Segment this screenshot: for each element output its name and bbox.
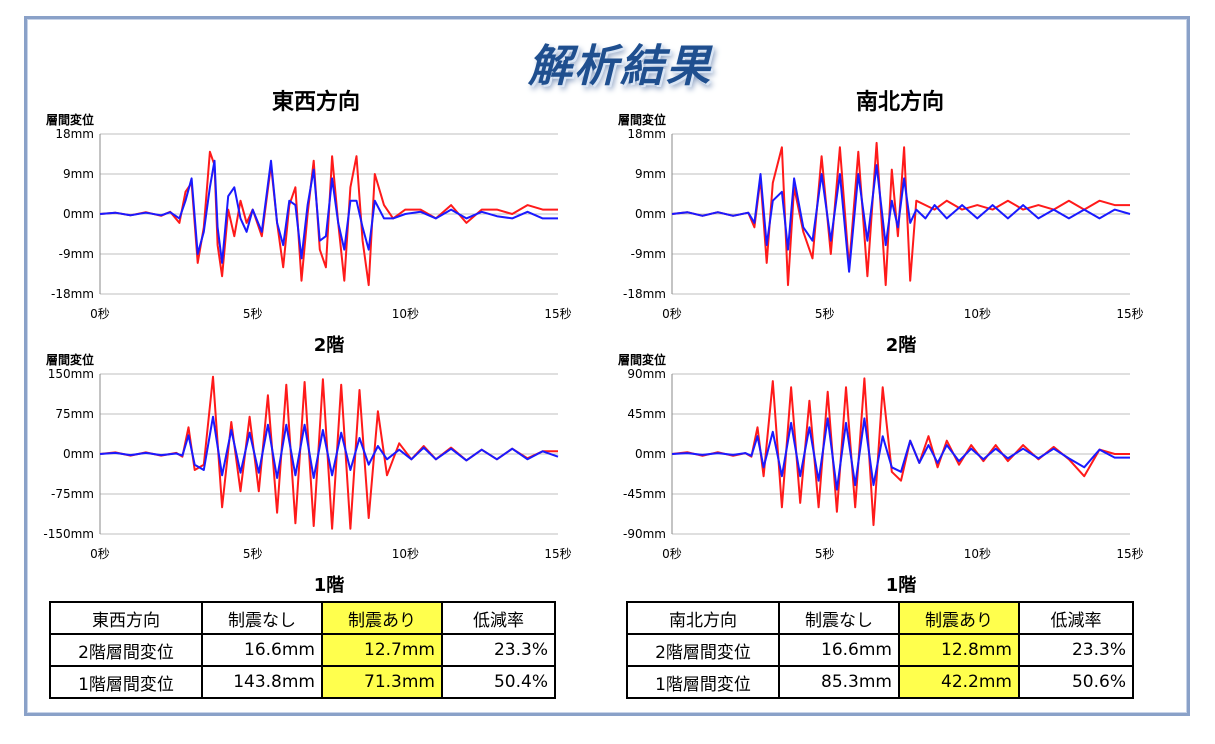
table-cell: 16.6mm (778, 633, 900, 667)
table-cell: 50.4% (441, 665, 556, 699)
table-cell: 1階層間変位 (626, 665, 780, 699)
x-tick-label: 5秒 (243, 547, 263, 561)
ns-2f-title: 2階 (885, 335, 917, 356)
y-tick-label: 0mm (635, 207, 666, 221)
table-cell: 23.3% (1018, 633, 1134, 667)
y-tick-label: -18mm (623, 287, 666, 301)
x-tick-label: 0秒 (662, 547, 682, 561)
y-axis-label: 層間変位 (46, 352, 94, 367)
series-line-red (671, 377, 1130, 527)
x-tick-label: 5秒 (815, 547, 835, 561)
table-row: 2階層間変位 16.6mm 12.8mm 23.3% (626, 633, 1134, 667)
table-cell: 85.3mm (778, 665, 900, 699)
table-cell: 16.6mm (201, 633, 323, 667)
ew-direction-title: 東西方向 (271, 90, 360, 115)
x-tick-label: 10秒 (392, 547, 419, 561)
ew-2f-title: 2階 (313, 335, 345, 356)
ns-direction-title: 南北方向 (855, 90, 944, 115)
x-tick-label: 5秒 (243, 307, 263, 321)
table-header-cell: 低減率 (1018, 601, 1134, 635)
y-tick-label: 0mm (63, 207, 94, 221)
ew-1f-title: 1階 (313, 575, 345, 596)
x-tick-label: 15秒 (1116, 547, 1143, 561)
table-header-cell: 制震なし (778, 601, 900, 635)
table-header-row: 南北方向 制震なし 制震あり 低減率 (626, 601, 1134, 635)
table-cell: 2階層間変位 (49, 633, 203, 667)
table-header-cell: 東西方向 (49, 601, 203, 635)
table-header-cell: 制震なし (201, 601, 323, 635)
x-tick-label: 15秒 (544, 547, 571, 561)
series-line-blue (99, 415, 559, 479)
y-tick-label: -45mm (623, 487, 666, 501)
y-tick-label: 9mm (63, 167, 94, 181)
table-header-cell: 制震あり (321, 601, 443, 635)
x-tick-label: 0秒 (90, 547, 110, 561)
y-tick-label: 0mm (635, 447, 666, 461)
y-tick-label: 9mm (635, 167, 666, 181)
series-line-red (99, 375, 558, 530)
series-line-red (99, 150, 558, 287)
y-tick-label: -9mm (631, 247, 666, 261)
x-tick-label: 0秒 (662, 307, 682, 321)
table-row: 1階層間変位 143.8mm 71.3mm 50.4% (49, 665, 556, 699)
table-row: 2階層間変位 16.6mm 12.7mm 23.3% (49, 633, 556, 667)
y-axis-label: 層間変位 (618, 352, 666, 367)
y-axis-label: 層間変位 (618, 112, 666, 127)
x-tick-label: 10秒 (964, 547, 991, 561)
table-cell: 12.7mm (321, 633, 443, 667)
table-header-cell: 低減率 (441, 601, 556, 635)
y-tick-label: -18mm (51, 287, 94, 301)
table-cell: 143.8mm (201, 665, 323, 699)
ns-results-table: 南北方向 制震なし 制震あり 低減率 2階層間変位 16.6mm 12.8mm … (626, 601, 1134, 699)
report-frame (24, 16, 1190, 716)
y-tick-label: -150mm (43, 527, 94, 541)
table-header-row: 東西方向 制震なし 制震あり 低減率 (49, 601, 556, 635)
ew-results-table: 東西方向 制震なし 制震あり 低減率 2階層間変位 16.6mm 12.7mm … (49, 601, 556, 699)
table-cell: 2階層間変位 (626, 633, 780, 667)
table-cell: 50.6% (1018, 665, 1134, 699)
y-tick-label: 45mm (627, 407, 666, 421)
y-tick-label: -75mm (51, 487, 94, 501)
table-cell: 23.3% (441, 633, 556, 667)
y-tick-label: 150mm (48, 367, 94, 381)
x-tick-label: 15秒 (1116, 307, 1143, 321)
y-tick-label: 75mm (55, 407, 94, 421)
ns-1f-title: 1階 (885, 575, 917, 596)
table-cell: 1階層間変位 (49, 665, 203, 699)
x-tick-label: 10秒 (392, 307, 419, 321)
table-row: 1階層間変位 85.3mm 42.2mm 50.6% (626, 665, 1134, 699)
table-header-cell: 制震あり (898, 601, 1020, 635)
x-tick-label: 15秒 (544, 307, 571, 321)
x-tick-label: 10秒 (964, 307, 991, 321)
y-axis-label: 層間変位 (46, 112, 94, 127)
y-tick-label: 18mm (627, 127, 666, 141)
table-header-cell: 南北方向 (626, 601, 780, 635)
series-line-blue (671, 164, 1131, 273)
x-tick-label: 0秒 (90, 307, 110, 321)
table-cell: 12.8mm (898, 633, 1020, 667)
y-tick-label: 90mm (627, 367, 666, 381)
main-title: 解析結果 (528, 41, 712, 92)
series-line-blue (671, 417, 1130, 491)
series-line-blue (99, 159, 558, 264)
y-tick-label: 18mm (55, 127, 94, 141)
x-tick-label: 5秒 (815, 307, 835, 321)
y-tick-label: -9mm (59, 247, 94, 261)
table-cell: 42.2mm (898, 665, 1020, 699)
table-cell: 71.3mm (321, 665, 443, 699)
y-tick-label: -90mm (623, 527, 666, 541)
y-tick-label: 0mm (63, 447, 94, 461)
